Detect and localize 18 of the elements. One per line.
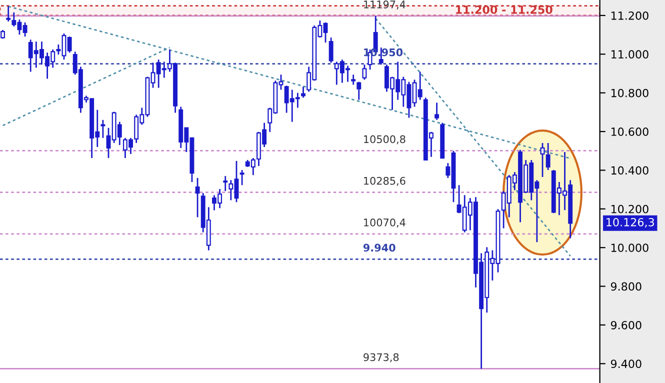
ref-line-label: 10500,8 [364, 135, 406, 144]
y-tick-label: 10.000 [611, 244, 648, 252]
band-label: 11.200 - 11.250 [456, 5, 552, 14]
y-tick-label: 10.800 [611, 88, 648, 98]
y-tick-label: 9.600 [610, 320, 642, 330]
ref-line-label: 11197,4 [364, 0, 406, 10]
ref-line-label: 10070,4 [364, 218, 406, 228]
y-tick-label: 9.800 [610, 282, 642, 291]
y-tick-label: 11.200 [611, 11, 648, 20]
y-tick-label: 10.200 [611, 204, 648, 214]
y-tick-label: 11.000 [611, 50, 648, 59]
y-tick-label: 10.400 [611, 166, 648, 175]
text: 10.126,3 [606, 218, 654, 228]
y-tick-label: 10.600 [611, 128, 648, 136]
ref-line-label: 10285,6 [364, 176, 406, 186]
y-tick-label: 9.400 [610, 360, 642, 368]
ref-line-label: 9373,8 [364, 353, 399, 362]
ref-line-label: 9.940 [363, 244, 396, 252]
